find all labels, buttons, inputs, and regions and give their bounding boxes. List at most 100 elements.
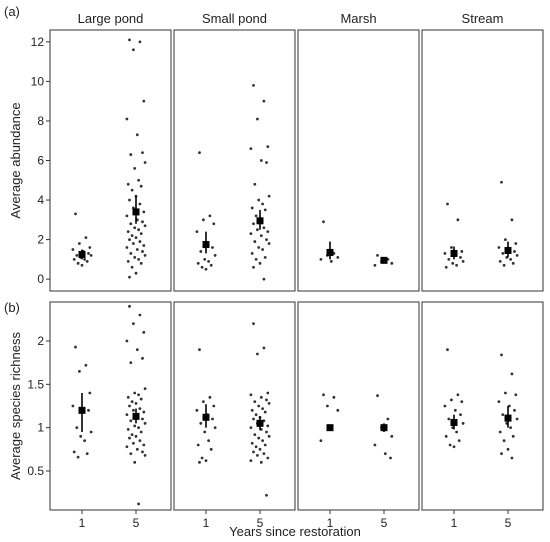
data-point	[500, 452, 503, 456]
data-point	[444, 434, 448, 438]
data-point	[249, 459, 253, 462]
data-point	[87, 252, 90, 255]
data-point	[514, 393, 518, 397]
data-point	[141, 220, 144, 224]
data-point	[128, 304, 131, 308]
panel-border	[49, 29, 172, 292]
data-point	[447, 257, 451, 261]
data-point	[135, 447, 139, 451]
panel-border	[49, 301, 172, 511]
data-point	[84, 363, 88, 367]
data-point	[129, 222, 133, 226]
data-point	[511, 434, 515, 438]
data-point	[143, 421, 147, 425]
data-point	[459, 413, 462, 417]
data-point	[195, 408, 199, 412]
data-point	[130, 188, 134, 192]
x-tick-label: 5	[133, 516, 140, 530]
data-point	[198, 460, 201, 464]
data-point	[203, 430, 207, 434]
data-point	[143, 254, 147, 257]
data-point	[213, 426, 217, 430]
data-point	[390, 261, 394, 265]
data-point	[141, 250, 144, 253]
data-point	[509, 426, 512, 430]
data-point	[265, 430, 268, 434]
data-point	[450, 246, 453, 249]
data-point	[250, 206, 254, 210]
data-point	[128, 198, 131, 202]
data-point	[262, 226, 266, 230]
facet-panel: Small pond	[173, 11, 296, 292]
mean-marker	[132, 208, 140, 216]
data-point	[128, 38, 131, 42]
data-point	[133, 460, 137, 464]
data-point	[129, 153, 133, 156]
data-point	[135, 133, 139, 137]
data-point	[265, 238, 268, 241]
data-point	[261, 407, 264, 410]
data-point	[74, 345, 77, 349]
y-tick-label: 10	[31, 74, 45, 88]
data-point	[513, 250, 516, 253]
data-point	[254, 413, 258, 417]
data-point	[443, 404, 447, 408]
data-point	[137, 426, 141, 430]
data-point	[453, 408, 457, 412]
panel-border	[421, 29, 544, 292]
data-point	[514, 242, 518, 245]
data-point	[448, 443, 452, 447]
data-point	[452, 445, 456, 449]
data-point	[138, 202, 142, 206]
y-tick-label: 2	[37, 334, 44, 348]
data-point	[257, 436, 261, 440]
data-point	[141, 450, 144, 454]
data-point	[510, 456, 514, 460]
data-point	[202, 400, 205, 404]
data-point	[252, 322, 255, 326]
data-point	[133, 424, 137, 428]
panel-border	[297, 301, 420, 511]
data-point	[263, 208, 267, 212]
data-point	[322, 393, 325, 397]
data-point	[130, 234, 134, 238]
data-point	[253, 182, 257, 186]
data-point	[252, 450, 255, 454]
data-point	[211, 246, 214, 249]
data-point	[457, 439, 461, 443]
data-point	[258, 447, 262, 451]
data-point	[256, 228, 259, 232]
data-point	[460, 250, 464, 253]
data-point	[515, 254, 519, 257]
data-point	[456, 218, 460, 222]
data-point	[446, 348, 449, 352]
data-point	[263, 255, 267, 259]
data-point	[125, 413, 129, 417]
data-point	[141, 417, 144, 421]
data-point	[386, 417, 390, 421]
data-point	[256, 352, 259, 356]
data-point	[142, 410, 146, 414]
data-point	[509, 257, 512, 261]
y-tick-label: 8	[37, 114, 44, 128]
data-point	[258, 261, 262, 265]
data-point	[262, 346, 266, 350]
data-point	[134, 402, 138, 405]
mean-marker	[78, 406, 86, 414]
x-tick-label: 5	[505, 516, 512, 530]
y-tick-label: 6	[37, 154, 44, 168]
data-point	[126, 259, 130, 263]
data-point	[450, 398, 453, 402]
data-point	[250, 252, 254, 255]
data-point	[504, 238, 507, 241]
data-point	[322, 220, 325, 224]
data-point	[85, 452, 89, 456]
panel-label: (b)	[4, 300, 20, 315]
data-point	[129, 452, 133, 456]
data-point	[83, 439, 86, 443]
x-tick-label: 1	[451, 516, 458, 530]
data-point	[513, 408, 516, 412]
data-point	[128, 436, 131, 440]
x-tick-label: 5	[257, 516, 264, 530]
